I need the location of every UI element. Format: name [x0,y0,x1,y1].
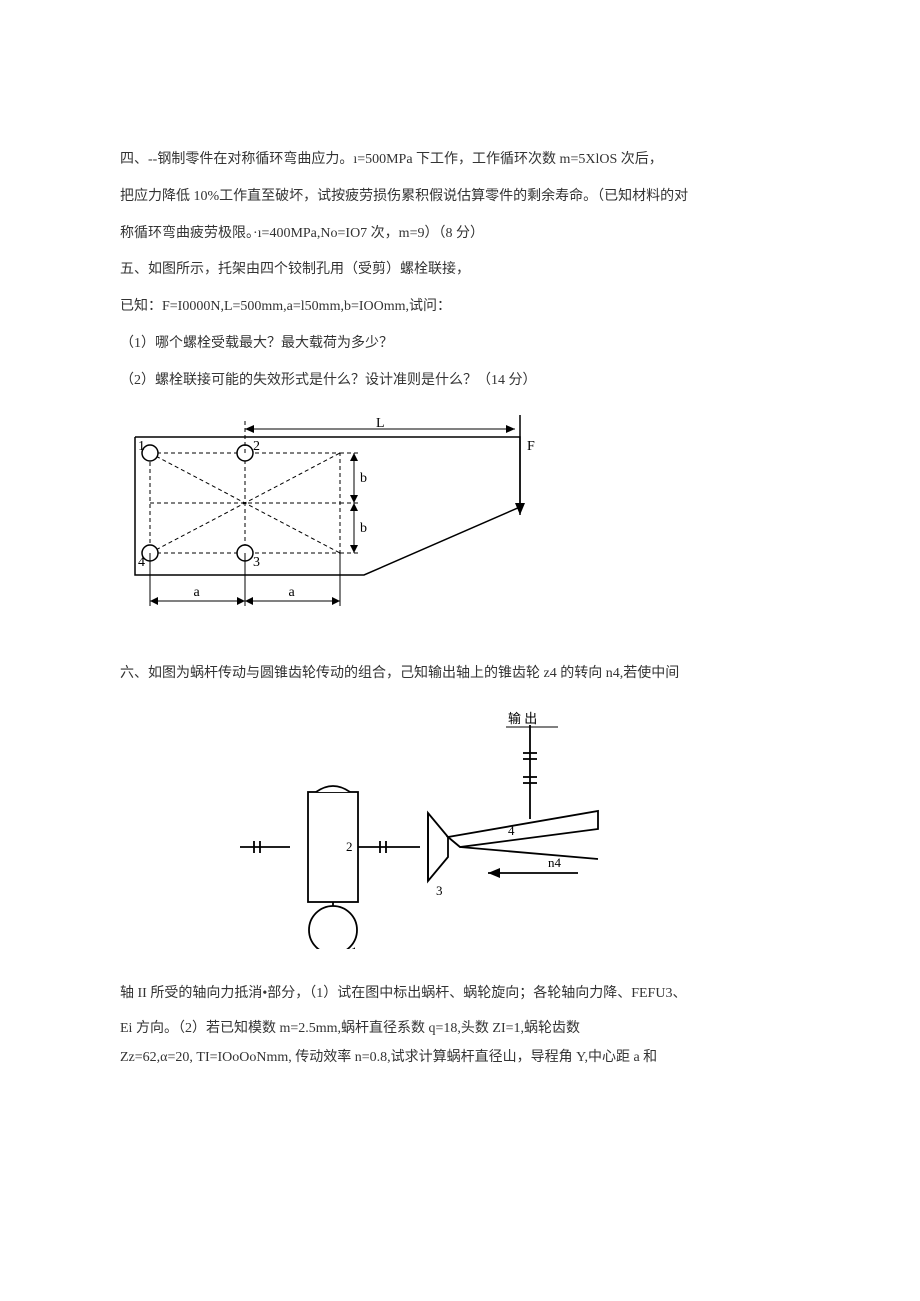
problem-6-line1: 六、如图为蜗杆传动与圆锥齿轮传动的组合，己知输出轴上的锥齿轮 z4 的转向 n4… [120,659,805,690]
svg-text:3: 3 [436,883,443,898]
svg-text:1: 1 [351,944,358,949]
svg-text:F: F [527,439,535,454]
svg-text:2: 2 [253,439,260,454]
svg-text:b: b [360,521,367,536]
problem-6-line2: 轴 II 所受的轴向力抵消•部分，（1）试在图中标出蜗杆、蜗轮旋向；各轮轴向力降… [120,979,805,1010]
svg-text:4: 4 [508,823,515,838]
figure-1-bracket: 1 2 3 4 F Lb b a a [120,415,805,623]
svg-text:a: a [194,585,201,600]
problem-6-line3: Ei 方向。（2）若已知模数 m=2.5mm,蜗杆直径系数 q=18,头数 ZI… [120,1016,805,1043]
problem-4-line1: 四、--钢制零件在对称循环弯曲应力。ı=500MPa 下工作，工作循环次数 m=… [120,145,805,176]
svg-text:a: a [289,585,296,600]
svg-text:4: 4 [138,555,145,570]
problem-5-q2: （2）螺栓联接可能的失效形式是什么？设计准则是什么？（14 分） [120,366,805,397]
figure-2-worm-gear: 2 1 3 4 输 出 n4 [230,707,805,949]
svg-text:3: 3 [253,555,260,570]
svg-text:L: L [376,416,385,431]
problem-5-q1: （1）哪个螺栓受载最大？最大载荷为多少？ [120,329,805,360]
problem-5-line1: 五、如图所示，托架由四个铰制孔用（受剪）螺栓联接， [120,255,805,286]
problem-5-line2: 已知：F=I0000N,L=500mm,a=l50mm,b=IOOmm,试问： [120,292,805,323]
problem-6-line4: Zz=62,α=20, TI=IOoOoNmm, 传动效率 n=0.8,试求计算… [120,1045,805,1072]
figure-2-svg: 2 1 3 4 输 出 n4 [230,707,650,949]
svg-text:1: 1 [138,439,145,454]
svg-text:2: 2 [346,839,353,854]
svg-text:n4: n4 [548,855,562,870]
svg-text:b: b [360,471,367,486]
problem-4-line3: 称循环弯曲疲劳极限。·ı=400MPa,No=IO7 次，m=9）（8 分） [120,219,805,250]
problem-4-line2: 把应力降低 10%工作直至破坏，试按疲劳损伤累积假说估算零件的剩余寿命。（已知材… [120,182,805,213]
figure-1-svg: 1 2 3 4 F Lb b a a [120,415,540,623]
svg-text:输 出: 输 出 [508,711,537,726]
